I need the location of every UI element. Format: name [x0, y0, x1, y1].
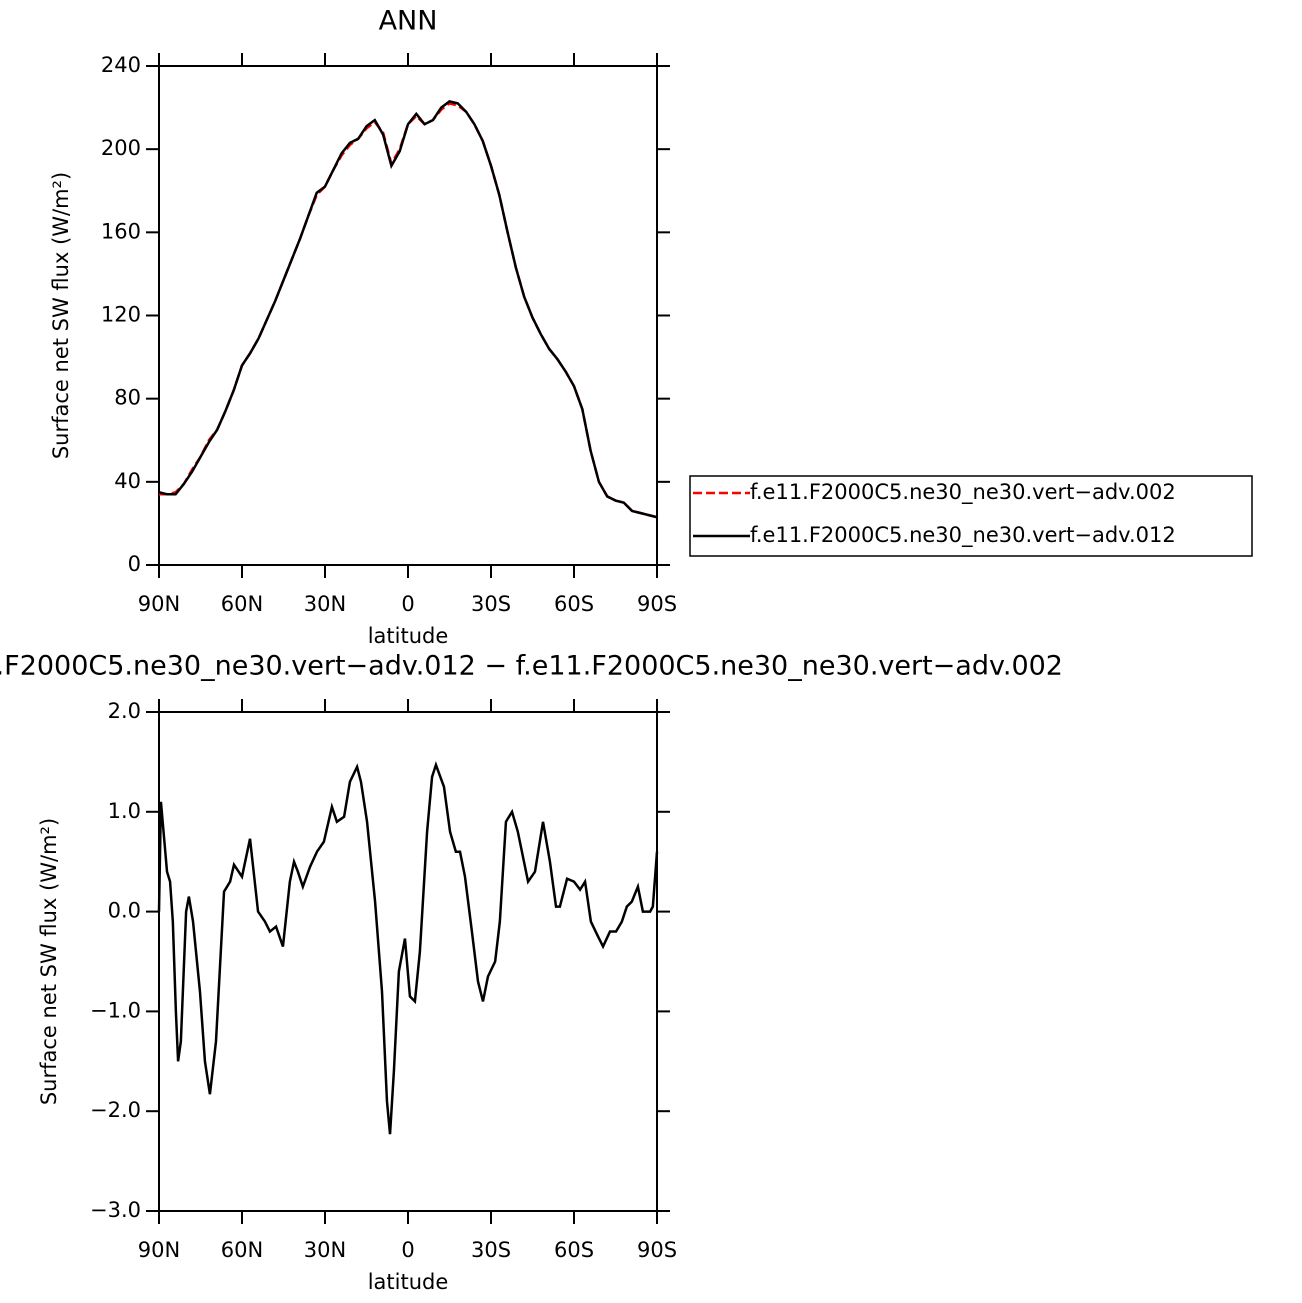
x-tick-label: 60S: [554, 1238, 594, 1262]
y-tick-label: −3.0: [90, 1198, 141, 1222]
x-tick-label: 60N: [221, 592, 263, 616]
y-axis-label: Surface net SW flux (W/m²): [49, 172, 73, 459]
chart-title: f.e11.F2000C5.ne30_ne30.vert−adv.012 − f…: [0, 651, 1063, 682]
x-tick-label: 90N: [138, 592, 180, 616]
plot-frame: [158, 65, 658, 566]
y-tick-label: 200: [101, 136, 141, 160]
x-tick-label: 60S: [554, 592, 594, 616]
x-axis-label: latitude: [368, 1270, 449, 1294]
chart-title: ANN: [379, 6, 438, 37]
x-tick-label: 30S: [471, 592, 511, 616]
data-line: [158, 99, 658, 519]
x-tick-label: 0: [401, 1238, 414, 1262]
data-line: [159, 102, 658, 519]
x-tick-label: 30S: [471, 1238, 511, 1262]
y-tick-label: 2.0: [108, 699, 141, 723]
y-tick-label: 0.0: [108, 899, 141, 923]
legend-label: f.e11.F2000C5.ne30_ne30.vert−adv.002: [750, 480, 1176, 505]
y-tick-label: 1.0: [108, 799, 141, 823]
y-tick-label: 80: [114, 386, 141, 410]
plot-frame: [158, 711, 658, 1212]
y-tick-label: 120: [101, 303, 141, 327]
y-tick-label: 40: [114, 469, 141, 493]
x-axis-label: latitude: [368, 624, 449, 648]
x-tick-label: 90N: [138, 1238, 180, 1262]
data-line: [157, 761, 659, 1135]
y-tick-label: 0: [128, 552, 141, 576]
x-tick-label: 30N: [304, 592, 346, 616]
y-tick-label: −1.0: [90, 998, 141, 1022]
y-tick-label: 160: [101, 219, 141, 243]
y-axis-label: Surface net SW flux (W/m²): [37, 818, 61, 1105]
legend-box: [689, 475, 1253, 557]
y-tick-label: 240: [101, 53, 141, 77]
x-tick-label: 30N: [304, 1238, 346, 1262]
x-tick-label: 0: [401, 592, 414, 616]
y-tick-label: −2.0: [90, 1098, 141, 1122]
x-tick-label: 90S: [637, 592, 677, 616]
x-tick-label: 60N: [221, 1238, 263, 1262]
x-tick-label: 90S: [637, 1238, 677, 1262]
legend-label: f.e11.F2000C5.ne30_ne30.vert−adv.012: [750, 523, 1176, 548]
